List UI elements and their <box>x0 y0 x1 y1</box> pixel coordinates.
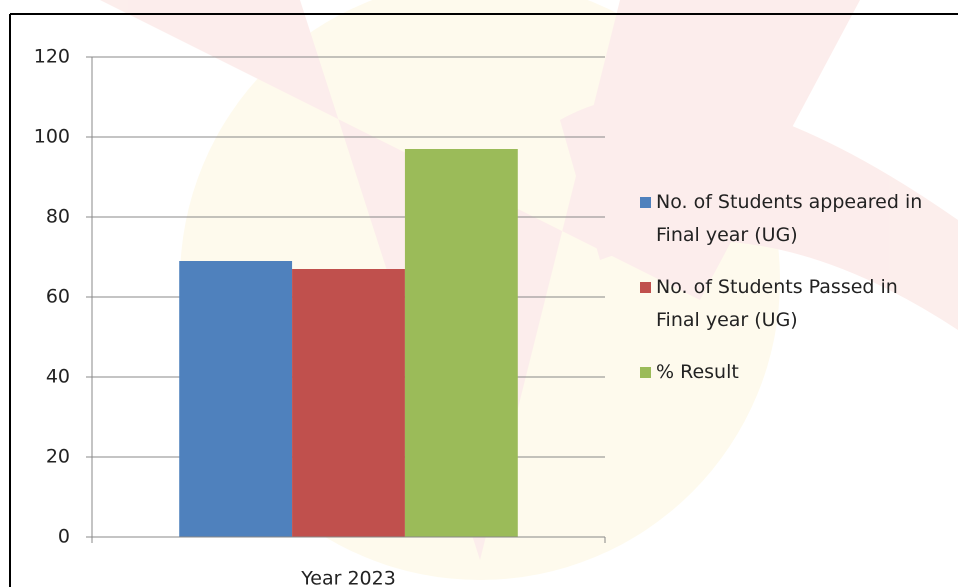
legend-entry: No. of Students appeared in Final year (… <box>640 186 945 252</box>
bar <box>405 149 518 537</box>
y-tick-label: 120 <box>34 46 70 68</box>
legend-label: No. of Students appeared in Final year (… <box>656 186 945 252</box>
y-tick-label: 100 <box>34 126 70 148</box>
x-tick-label: Year 2023 <box>300 568 396 587</box>
legend-label: No. of Students Passed in Final year (UG… <box>656 271 945 337</box>
page: 0 20 40 60 80 100 120 Year 2023 No. of Students… <box>0 0 958 587</box>
legend-swatch <box>640 282 651 293</box>
legend-swatch <box>640 197 651 208</box>
legend-entry: % Result <box>640 356 945 389</box>
legend-swatch <box>640 367 651 378</box>
bar <box>292 269 405 537</box>
y-tick-label: 40 <box>46 366 70 388</box>
y-tick-label: 80 <box>46 206 70 228</box>
y-tick-label: 60 <box>46 286 70 308</box>
legend-label: % Result <box>656 356 739 389</box>
bar <box>179 261 292 537</box>
legend-entry: No. of Students Passed in Final year (UG… <box>640 271 945 337</box>
y-tick-label: 20 <box>46 446 70 468</box>
y-tick-label: 0 <box>58 526 70 548</box>
